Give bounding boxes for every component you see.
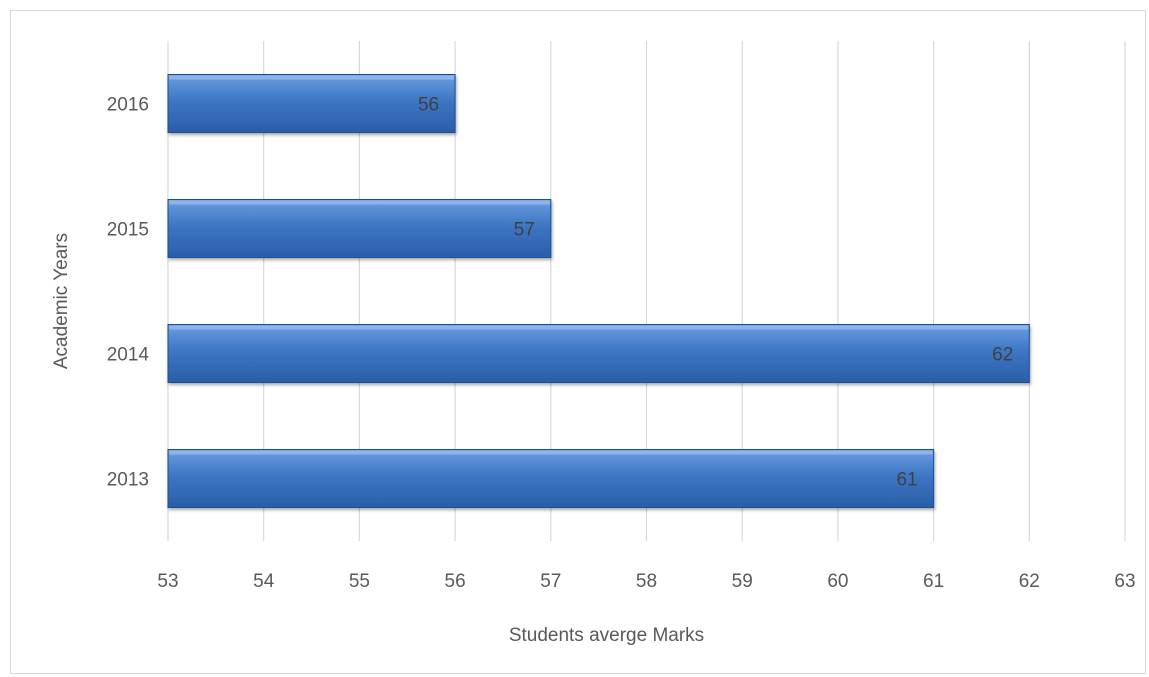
x-tick-label: 63: [1114, 571, 1135, 592]
y-axis-ticks: 2013 2014 2015 2016: [107, 95, 150, 491]
y-tick-label-2015: 2015: [107, 220, 149, 241]
data-label-2013: 61: [896, 470, 917, 491]
x-tick-label: 53: [157, 571, 178, 592]
bar-2013: [167, 449, 935, 508]
bar-highlight: [169, 450, 933, 455]
x-axis-ticks: 53 54 55 56 57 58 59 60 61 62 63: [157, 571, 1135, 592]
y-axis-title: Academic Years: [51, 233, 72, 369]
data-label-2014: 62: [992, 345, 1013, 366]
bar-highlight: [169, 75, 455, 80]
data-label-2015: 57: [514, 220, 535, 241]
bar-chart: 61 62 57 56 53 54 55 56 57 58 59 60 61 62 63 2013 2014…: [51, 41, 1136, 646]
x-axis-title: Students averge Marks: [509, 625, 704, 646]
x-tick-label: 54: [253, 571, 275, 592]
x-tick-label: 59: [732, 571, 753, 592]
y-tick-label-2016: 2016: [107, 95, 149, 116]
x-tick-label: 57: [540, 571, 561, 592]
y-tick-label-2013: 2013: [107, 470, 149, 491]
bars: [167, 74, 1030, 508]
x-tick-label: 55: [349, 571, 370, 592]
x-tick-label: 56: [445, 571, 466, 592]
bar-2015: [167, 199, 552, 258]
chart-frame: 61 62 57 56 53 54 55 56 57 58 59 60 61 62 63 2013 2014…: [10, 10, 1146, 674]
bar-2016: [167, 74, 456, 133]
data-label-2016: 56: [418, 95, 439, 116]
bar-highlight: [169, 200, 550, 205]
data-labels: 61 62 57 56: [418, 95, 1013, 491]
x-tick-label: 61: [923, 571, 944, 592]
x-tick-label: 58: [636, 571, 657, 592]
x-tick-label: 60: [827, 571, 848, 592]
bar-2014: [167, 324, 1030, 383]
y-tick-label-2014: 2014: [107, 345, 150, 366]
x-tick-label: 62: [1019, 571, 1040, 592]
bar-highlight: [169, 325, 1029, 330]
